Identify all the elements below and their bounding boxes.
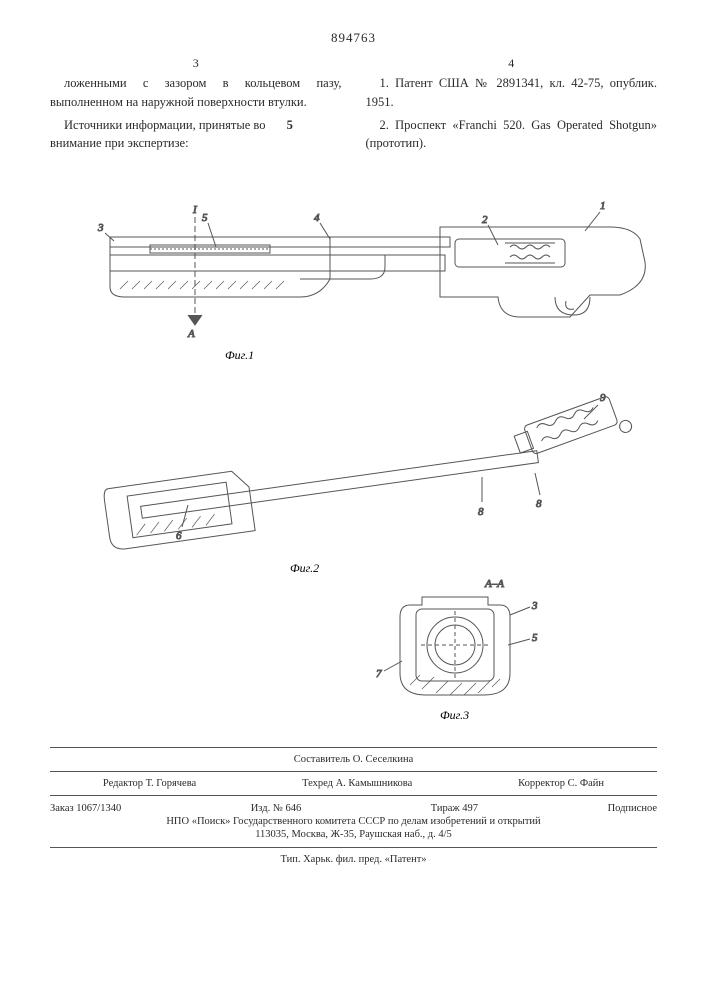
fig3-section: A–A <box>484 578 504 590</box>
left-page-num: 3 <box>50 54 342 72</box>
printer-line: Тип. Харьк. фил. пред. «Патент» <box>50 848 657 865</box>
fig3-ref-3: 3 <box>531 600 538 612</box>
fig2-drawing: 6 8 8 9 <box>103 392 633 551</box>
figures-region: I A 1 2 3 4 5 Фиг.1 <box>50 167 657 727</box>
pub-subscription: Подписное <box>608 803 657 814</box>
pub-circulation: Тираж 497 <box>431 803 478 814</box>
left-para-1: ложенными с зазором в кольцевом пазу, вы… <box>50 74 342 112</box>
pub-row-3: 113035, Москва, Ж-35, Раушская наб., д. … <box>50 828 657 841</box>
fig2-label: Фиг.2 <box>290 561 319 575</box>
fig1-ref-3: 3 <box>97 222 104 234</box>
fig2-ref-6: 6 <box>176 530 182 542</box>
margin-ref-5: 5 <box>273 116 293 135</box>
svg-text:I: I <box>192 204 198 216</box>
credits-block: Составитель О. Сеселкина Редактор Т. Гор… <box>50 747 657 796</box>
fig3-label: Фиг.3 <box>440 708 469 722</box>
fig3-ref-5: 5 <box>532 632 538 644</box>
fig3-ref-7: 7 <box>376 668 382 680</box>
fig1-ref-1: 1 <box>600 200 606 212</box>
credits-corrector: Корректор С. Файн <box>518 778 604 789</box>
fig1-ref-4: 4 <box>314 212 320 224</box>
fig1-drawing: I A 1 2 3 4 5 <box>97 200 645 340</box>
fig2-ref-9: 9 <box>600 392 606 404</box>
text-columns: 3 ложенными с зазором в кольцевом пазу, … <box>50 54 657 157</box>
fig2-ref-8b: 8 <box>536 498 542 510</box>
right-page-num: 4 <box>366 54 658 72</box>
credits-tech: Техред А. Камышникова <box>302 778 412 789</box>
figures-svg: I A 1 2 3 4 5 Фиг.1 <box>50 167 657 727</box>
fig1-label: Фиг.1 <box>225 348 254 362</box>
credits-compiler: Составитель О. Сеселкина <box>294 754 414 765</box>
left-para-2: Источники информации, принятые во 5 вним… <box>50 116 342 154</box>
pub-row-2: НПО «Поиск» Государственного комитета СС… <box>50 815 657 828</box>
fig1-ref-2: 2 <box>482 214 488 226</box>
credits-compiler-row: Составитель О. Сеселкина <box>50 748 657 772</box>
pub-address: 113035, Москва, Ж-35, Раушская наб., д. … <box>255 829 452 840</box>
doc-number: 894763 <box>50 30 657 46</box>
left-para-2-lead: Источники информации, принятые во <box>64 118 266 132</box>
pub-org: НПО «Поиск» Государственного комитета СС… <box>166 816 540 827</box>
pub-row-1: Заказ 1067/1340 Изд. № 646 Тираж 497 Под… <box>50 802 657 815</box>
publication-block: Заказ 1067/1340 Изд. № 646 Тираж 497 Под… <box>50 796 657 848</box>
left-para-2-tail: внимание при экспертизе: <box>50 136 189 150</box>
pub-order: Заказ 1067/1340 <box>50 803 121 814</box>
column-left: 3 ложенными с зазором в кольцевом пазу, … <box>50 54 342 157</box>
fig2-ref-8a: 8 <box>478 506 484 518</box>
credits-row-2: Редактор Т. Горячева Техред А. Камышнико… <box>50 772 657 795</box>
credits-editor: Редактор Т. Горячева <box>103 778 196 789</box>
right-para-1: 1. Патент США № 2891341, кл. 42-75, опуб… <box>366 74 658 112</box>
pub-edition: Изд. № 646 <box>251 803 302 814</box>
column-right: 4 1. Патент США № 2891341, кл. 42-75, оп… <box>366 54 658 157</box>
svg-text:A: A <box>187 328 195 340</box>
fig1-ref-5: 5 <box>202 212 208 224</box>
fig3-drawing: A–A 3 5 7 <box>376 578 538 695</box>
right-para-2: 2. Проспект «Franchi 520. Gas Operated S… <box>366 116 658 154</box>
